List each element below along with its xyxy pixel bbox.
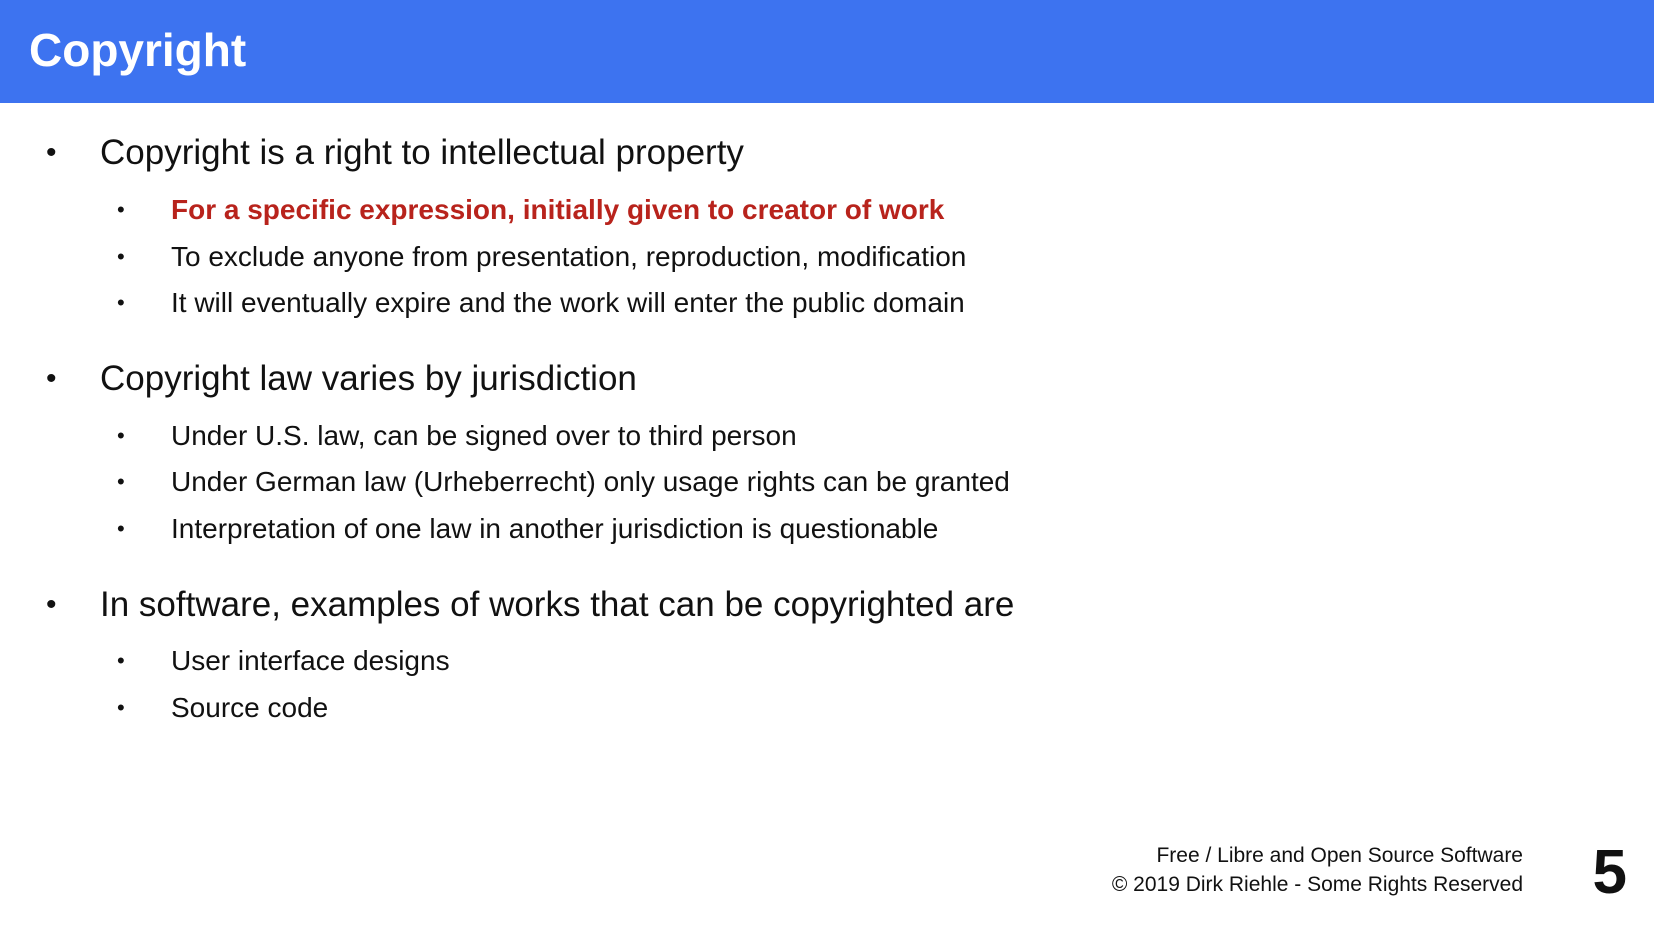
footer-copyright: © 2019 Dirk Riehle - Some Rights Reserve… [1111,873,1523,896]
sub-bullet-text: User interface designs [171,645,450,676]
bullet-dot: • [117,290,125,315]
bullet-dot: • [117,469,125,494]
bullet-text: Copyright is a right to intellectual pro… [100,133,744,172]
sub-bullet-text: Under German law (Urheberrecht) only usa… [171,466,1010,497]
bullet-dot: • [117,516,125,541]
sub-bullet-text: To exclude anyone from presentation, rep… [171,241,967,272]
bullet-text: Copyright law varies by jurisdiction [100,359,637,398]
bullet-dot: • [117,197,125,222]
sub-bullet-text: Source code [171,692,329,723]
sub-bullet-text: Under U.S. law, can be signed over to th… [171,420,797,451]
sub-bullet-text: Interpretation of one law in another jur… [171,513,939,544]
bullet-dot: • [46,588,57,621]
bullet-dot: • [117,695,125,720]
bullet-dot: • [117,244,125,269]
page-number: 5 [1592,838,1627,907]
title-bar: Copyright [0,0,1654,103]
sub-bullet-text-highlighted: For a specific expression, initially giv… [171,194,945,225]
bullet-dot: • [46,362,57,395]
bullet-dot: • [117,648,125,673]
slide-title: Copyright [29,24,247,76]
bullet-dot: • [46,136,57,169]
footer-course: Free / Libre and Open Source Software [1156,844,1523,867]
bullet-dot: • [117,423,125,448]
bullet-text: In software, examples of works that can … [100,585,1015,624]
sub-bullet-text: It will eventually expire and the work w… [171,287,965,318]
